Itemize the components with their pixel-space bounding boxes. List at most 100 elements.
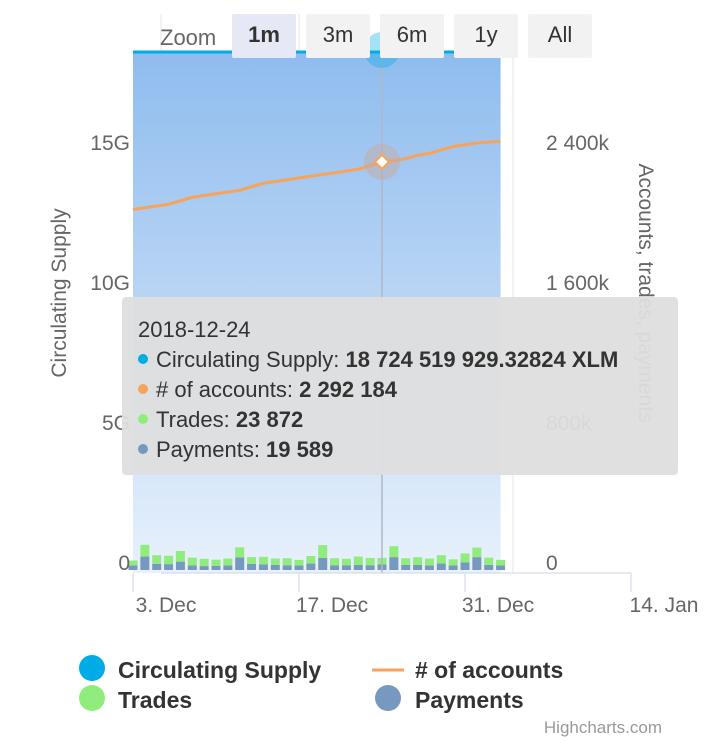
trades-column	[341, 558, 351, 566]
tooltip-row-trades: Trades: 23 872	[138, 405, 662, 435]
legend-symbol-trades	[79, 685, 105, 711]
zoom-button-all[interactable]: All	[528, 14, 592, 58]
tooltip-dot-trades	[138, 414, 148, 425]
tooltip-label-supply: Circulating Supply:	[156, 347, 346, 372]
zoom-button-1m-label: 1m	[248, 22, 280, 47]
tooltip-row-payments: Payments: 19 589	[138, 435, 662, 465]
payments-column	[341, 565, 351, 570]
payments-column	[318, 557, 328, 570]
trades-payments-columns	[128, 544, 506, 570]
tooltip-dot-payments	[138, 444, 148, 455]
trades-column	[472, 547, 482, 558]
legend-label-accounts: # of accounts	[415, 657, 563, 683]
payments-column	[436, 563, 446, 570]
x-tick-label: 31. Dec	[462, 594, 534, 617]
legend-item-circulating-supply[interactable]: Circulating Supply	[79, 655, 321, 683]
payments-column	[164, 564, 174, 570]
legend-symbol-supply	[79, 655, 105, 681]
legend-item-trades[interactable]: Trades	[79, 685, 192, 713]
x-tick-label: 3. Dec	[136, 594, 197, 617]
zoom-button-3m-label: 3m	[323, 22, 354, 47]
trades-column	[448, 559, 458, 566]
tooltip-value-trades: 23 872	[235, 407, 304, 432]
trades-column	[128, 560, 138, 566]
trades-column	[235, 547, 245, 558]
tooltip-row-accounts: # of accounts: 2 292 184	[138, 375, 662, 405]
y-left-tick-label: 10G	[90, 272, 130, 295]
zoom-button-all-label: All	[548, 22, 572, 47]
legend-item-accounts[interactable]: # of accounts	[372, 657, 563, 683]
trades-column	[258, 556, 268, 565]
payments-column	[330, 565, 340, 570]
payments-column	[472, 557, 482, 570]
payments-column	[235, 557, 245, 570]
payments-column	[270, 564, 280, 570]
trades-column	[496, 559, 506, 566]
zoom-button-3m[interactable]: 3m	[306, 14, 370, 58]
legend-item-payments[interactable]: Payments	[375, 685, 524, 713]
trades-column	[330, 558, 340, 566]
trades-column	[152, 555, 162, 564]
payments-column	[258, 564, 268, 570]
accounts-line	[132, 139, 501, 211]
x-tick-label: 17. Dec	[296, 594, 368, 617]
trades-column	[401, 558, 411, 565]
trades-column	[365, 557, 375, 566]
y-right-tick-label: 1 600k	[546, 272, 610, 295]
trades-column	[199, 558, 209, 567]
payments-column	[496, 565, 506, 570]
tooltip-label-payments: Payments:	[156, 437, 267, 462]
payments-column	[424, 565, 434, 570]
legend-label-trades: Trades	[118, 687, 192, 713]
trades-column	[164, 555, 174, 565]
payments-column	[152, 563, 162, 570]
tooltip: 2018-12-24 Circulating Supply: 18 724 51…	[122, 297, 678, 475]
payments-column	[247, 563, 257, 570]
trades-column	[484, 557, 494, 565]
highcharts-credit-link[interactable]: Highcharts.com	[544, 718, 662, 737]
payments-column	[294, 565, 304, 570]
payments-column	[223, 565, 233, 570]
zoom-button-1y[interactable]: 1y	[454, 14, 518, 58]
zoom-label: Zoom	[160, 25, 216, 50]
payments-column	[413, 564, 423, 570]
tooltip-label-accounts: # of accounts:	[156, 377, 300, 402]
trades-column	[140, 544, 150, 557]
tooltip-date: 2018-12-24	[138, 317, 251, 342]
payments-column	[389, 557, 399, 570]
trades-column	[282, 558, 292, 566]
payments-column	[199, 566, 209, 570]
trades-column	[460, 553, 470, 563]
zoom-button-1m[interactable]: 1m	[232, 14, 296, 58]
payments-column	[128, 565, 138, 570]
y-left-tick-label: 0	[118, 552, 130, 575]
x-tick-label: 14. Jan	[630, 594, 699, 617]
trades-column	[424, 558, 434, 566]
legend-symbol-payments	[375, 685, 401, 711]
accounts-hover-marker	[373, 153, 391, 171]
tooltip-value-payments: 19 589	[266, 437, 334, 462]
legend-label-payments: Payments	[415, 687, 524, 713]
zoom-button-1y-label: 1y	[474, 22, 497, 47]
payments-column	[448, 565, 458, 570]
payments-column	[401, 564, 411, 570]
y-left-tick-label: 15G	[90, 132, 130, 155]
legend-label-supply: Circulating Supply	[118, 657, 321, 683]
tooltip-dot-supply	[138, 354, 148, 365]
trades-column	[247, 557, 257, 564]
payments-column	[140, 556, 150, 570]
tooltip-dot-accounts	[138, 384, 148, 395]
trades-column	[294, 559, 304, 566]
payments-column	[282, 565, 292, 570]
trades-column	[413, 557, 423, 565]
payments-column	[211, 565, 221, 570]
zoom-button-6m[interactable]: 6m	[380, 14, 444, 58]
tooltip-value-accounts: 2 292 184	[299, 377, 397, 402]
payments-column	[175, 561, 185, 570]
range-selector: Zoom 1m 3m 6m 1y All	[160, 14, 592, 58]
payments-column	[306, 563, 316, 570]
trades-column	[436, 555, 446, 564]
tooltip-value-supply: 18 724 519 929.32824 XLM	[345, 347, 619, 372]
trades-column	[175, 550, 185, 562]
trades-column	[318, 545, 328, 558]
